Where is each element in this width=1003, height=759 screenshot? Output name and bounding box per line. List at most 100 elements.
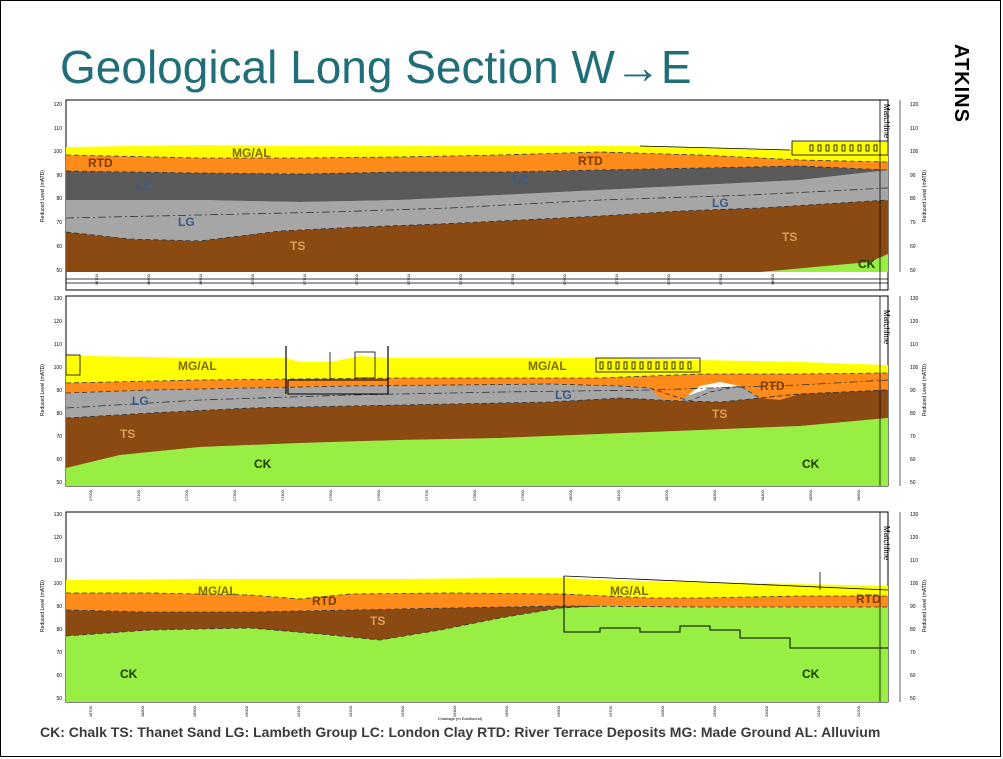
svg-text:60: 60 xyxy=(910,244,916,250)
label-mgal: MG/AL xyxy=(528,359,567,373)
thanet-sand-layer xyxy=(66,390,888,468)
london-clay-layer xyxy=(66,166,888,202)
rtd-layer xyxy=(66,152,888,174)
svg-text:17600: 17600 xyxy=(376,489,381,501)
svg-text:16800: 16800 xyxy=(146,273,151,285)
svg-text:120: 120 xyxy=(910,535,919,541)
y-ticks-left: 120 110 100 90 80 70 60 50 xyxy=(54,102,63,274)
label-mgal: MG/AL xyxy=(198,584,237,598)
svg-text:18100: 18100 xyxy=(616,489,621,501)
svg-text:130: 130 xyxy=(910,512,919,518)
label-ts: TS xyxy=(370,614,385,628)
chalk-layer xyxy=(760,254,888,272)
svg-text:110: 110 xyxy=(54,558,62,564)
chalk-layer xyxy=(66,606,888,702)
label-rtd: RTD xyxy=(760,379,785,393)
svg-text:18900: 18900 xyxy=(192,705,197,717)
svg-text:19300: 19300 xyxy=(400,705,405,717)
svg-text:19500: 19500 xyxy=(504,705,509,717)
svg-text:90: 90 xyxy=(56,388,62,394)
label-ck: CK xyxy=(802,457,820,471)
made-ground-layer xyxy=(66,578,888,599)
svg-text:60: 60 xyxy=(910,457,916,463)
svg-text:80: 80 xyxy=(910,411,916,417)
chainage-axis-title: Chainage (m Eastbound) xyxy=(438,716,483,721)
svg-text:130: 130 xyxy=(54,296,63,302)
svg-text:100: 100 xyxy=(910,149,919,155)
svg-text:100: 100 xyxy=(54,149,63,155)
svg-text:17600: 17600 xyxy=(562,273,567,285)
label-lg: LG xyxy=(132,394,149,408)
svg-text:70: 70 xyxy=(910,434,916,440)
thanet-sand-layer xyxy=(66,200,888,272)
svg-text:17400: 17400 xyxy=(458,273,463,285)
svg-text:18000: 18000 xyxy=(770,273,775,285)
label-mgal: MG/AL xyxy=(232,146,271,160)
svg-text:19100: 19100 xyxy=(296,705,301,717)
svg-text:70: 70 xyxy=(56,650,62,656)
svg-text:120: 120 xyxy=(910,319,919,325)
svg-text:18200: 18200 xyxy=(664,489,669,501)
chainage-ticks: 18700 18800 18900 19000 19100 19200 1930… xyxy=(88,705,861,717)
svg-text:17500: 17500 xyxy=(510,273,515,285)
svg-text:50: 50 xyxy=(910,268,916,274)
svg-text:17500: 17500 xyxy=(328,489,333,501)
label-mgal: MG/AL xyxy=(610,584,649,598)
y-ticks-left: 130 120 110 100 90 80 70 60 50 xyxy=(54,512,63,702)
y-axis-title: Reduced Level (mATD) xyxy=(922,364,928,416)
svg-text:80: 80 xyxy=(56,411,62,417)
svg-text:120: 120 xyxy=(54,535,63,541)
lambeth-group-layer xyxy=(66,170,888,241)
label-ck: CK xyxy=(120,667,138,681)
label-ck: CK xyxy=(858,257,876,271)
svg-text:17800: 17800 xyxy=(666,273,671,285)
svg-text:50: 50 xyxy=(910,480,916,486)
svg-text:17400: 17400 xyxy=(280,489,285,501)
svg-text:17100: 17100 xyxy=(302,273,307,285)
svg-text:17000: 17000 xyxy=(250,273,255,285)
svg-text:17100: 17100 xyxy=(136,489,141,501)
svg-text:100: 100 xyxy=(910,581,919,587)
svg-text:110: 110 xyxy=(910,558,918,564)
svg-text:50: 50 xyxy=(910,696,916,702)
label-ts: TS xyxy=(782,230,797,244)
svg-text:50: 50 xyxy=(56,696,62,702)
y-ticks-right: 120 110 100 90 80 70 60 50 xyxy=(910,102,919,274)
svg-text:80: 80 xyxy=(56,196,62,202)
svg-text:70: 70 xyxy=(56,220,62,226)
svg-text:17900: 17900 xyxy=(718,273,723,285)
y-axis-title: Reduced Level (mATD) xyxy=(922,580,928,632)
slide-title: Geological Long Section W→E xyxy=(60,41,692,93)
matchline-label: Matchline xyxy=(882,526,891,561)
label-ts: TS xyxy=(290,239,305,253)
svg-text:70: 70 xyxy=(910,650,916,656)
label-lc: LC xyxy=(513,173,529,187)
svg-text:19700: 19700 xyxy=(608,705,613,717)
y-axis-title: Reduced Level (mATD) xyxy=(922,170,928,222)
svg-text:17800: 17800 xyxy=(472,489,477,501)
svg-text:60: 60 xyxy=(56,244,62,250)
svg-text:90: 90 xyxy=(56,604,62,610)
svg-text:110: 110 xyxy=(54,342,62,348)
svg-text:90: 90 xyxy=(910,173,916,179)
label-rtd: RTD xyxy=(312,594,337,608)
svg-text:19900: 19900 xyxy=(712,705,717,717)
svg-text:60: 60 xyxy=(56,457,62,463)
piles xyxy=(599,361,692,370)
svg-text:18700: 18700 xyxy=(88,705,93,717)
y-axis-title: Reduced Level (mATD) xyxy=(40,364,46,416)
svg-text:80: 80 xyxy=(56,627,62,633)
svg-text:120: 120 xyxy=(54,102,63,108)
svg-text:20000: 20000 xyxy=(764,705,769,717)
y-ticks-right: 130 120 110 100 90 80 70 60 50 xyxy=(910,296,919,486)
svg-text:18800: 18800 xyxy=(140,705,145,717)
matchline-label: Matchline xyxy=(882,104,891,139)
svg-text:17200: 17200 xyxy=(354,273,359,285)
svg-text:19000: 19000 xyxy=(244,705,249,717)
label-ts: TS xyxy=(712,407,727,421)
svg-text:17200: 17200 xyxy=(184,489,189,501)
svg-text:90: 90 xyxy=(910,604,916,610)
